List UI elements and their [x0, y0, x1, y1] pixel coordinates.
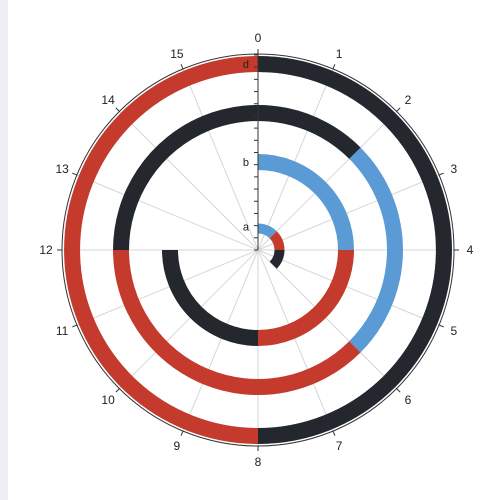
angular-gridline — [182, 249, 259, 432]
angle-label-0: 0 — [255, 31, 262, 45]
angular-gridline — [257, 174, 440, 251]
bar-d-series-3 — [257, 56, 452, 444]
bar-b-series-1 — [257, 154, 354, 251]
bar-c-series-3 — [113, 105, 361, 251]
angle-label-1: 1 — [336, 47, 343, 61]
angle-label-5: 5 — [451, 324, 458, 338]
angle-label-10: 10 — [101, 393, 115, 407]
bar-d-series-2 — [64, 56, 259, 444]
radius-label-a: a — [243, 222, 250, 234]
bar-a-series-2 — [269, 231, 285, 251]
angle-axis-tick — [438, 172, 444, 176]
angular-gridline — [76, 174, 259, 251]
angle-label-11: 11 — [56, 324, 69, 338]
angle-label-13: 13 — [55, 162, 69, 176]
angular-gridline — [257, 68, 334, 251]
angle-label-15: 15 — [170, 47, 184, 61]
bar-a-series-1 — [257, 223, 277, 239]
angular-gridline — [257, 249, 440, 326]
angle-axis-tick — [332, 64, 336, 70]
page-left-edge — [0, 0, 8, 500]
angle-label-9: 9 — [174, 439, 181, 453]
radius-label-d: d — [243, 59, 249, 71]
angle-axis-tick — [72, 172, 78, 176]
angle-axis-tick — [115, 388, 120, 393]
bar-b-series-3 — [162, 249, 259, 346]
angular-gridline — [257, 111, 397, 251]
angle-axis-tick — [72, 324, 78, 328]
angular-gridline — [119, 249, 259, 389]
angle-label-8: 8 — [255, 455, 262, 469]
angle-label-7: 7 — [336, 439, 343, 453]
angle-axis-tick — [180, 430, 184, 436]
angle-axis-tick — [438, 324, 444, 328]
angle-axis-tick — [396, 107, 401, 112]
angle-axis-tick — [332, 430, 336, 436]
angular-gridline — [257, 249, 334, 432]
bar-c-series-2 — [113, 249, 361, 395]
angle-axis-tick — [180, 64, 184, 70]
angular-gridline — [119, 111, 259, 251]
radius-label-b: b — [243, 157, 249, 169]
radius-label-c: c — [244, 108, 250, 120]
angle-axis-tick — [115, 107, 120, 112]
angular-gridline — [182, 68, 259, 251]
radius-axis: a b c d — [243, 54, 259, 251]
angle-label-12: 12 — [39, 243, 53, 257]
angular-gridline — [76, 249, 259, 326]
bar-series-layer — [64, 56, 452, 444]
angular-gridline — [257, 249, 397, 389]
angle-axis-tick — [396, 388, 401, 393]
angle-label-4: 4 — [467, 243, 474, 257]
angle-label-6: 6 — [405, 393, 412, 407]
angle-label-14: 14 — [101, 93, 115, 107]
angular-gridlines — [62, 54, 454, 446]
angle-label-3: 3 — [451, 162, 458, 176]
bar-b-series-2 — [257, 249, 354, 346]
angle-label-2: 2 — [405, 93, 412, 107]
bar-a-series-3 — [269, 249, 285, 269]
